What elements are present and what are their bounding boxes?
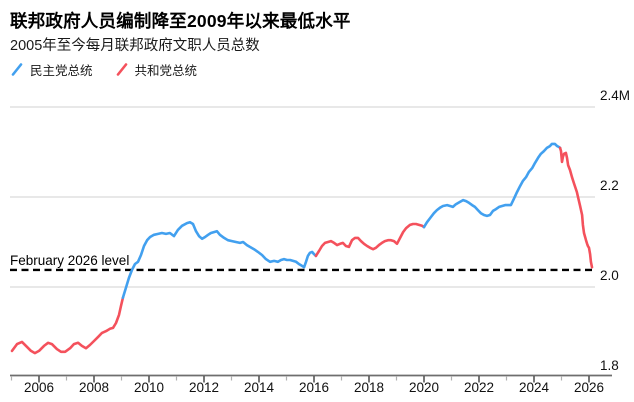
legend: 民主党总统 共和党总统 bbox=[10, 60, 197, 79]
x-tick-label-2020: 2020 bbox=[409, 380, 439, 395]
x-tick-label-2012: 2012 bbox=[189, 380, 219, 395]
chart-subtitle: 2005年至今每月联邦政府文职人员总数 bbox=[10, 38, 260, 54]
annotation-label: February 2026 level bbox=[10, 253, 129, 268]
series-segment-1-democrat bbox=[121, 220, 318, 300]
x-tick-label-2014: 2014 bbox=[244, 380, 275, 395]
x-tick-label-2010: 2010 bbox=[134, 380, 164, 395]
page-title: 联邦政府人员编制降至2009年以来最低水平 bbox=[10, 11, 351, 31]
x-tick-label-2026: 2026 bbox=[574, 380, 604, 395]
legend-label-republican: 共和党总统 bbox=[134, 64, 198, 78]
y-axis-label-2.0: 2.0 bbox=[600, 268, 619, 283]
series-segment-0-republican bbox=[10, 296, 125, 355]
x-tick-label-2018: 2018 bbox=[354, 380, 384, 395]
y-axis-label-2.2: 2.2 bbox=[600, 178, 619, 193]
y-axis-label-1.8: 1.8 bbox=[600, 358, 619, 373]
series-segment-2-republican bbox=[314, 222, 426, 258]
x-tick-label-2008: 2008 bbox=[79, 380, 109, 395]
republican-slash-icon bbox=[116, 63, 127, 76]
x-tick-label-2006: 2006 bbox=[24, 380, 54, 395]
x-tick-label-2024: 2024 bbox=[519, 380, 550, 395]
legend-item-republican: 共和党总统 bbox=[115, 60, 198, 79]
legend-label-democrat: 民主党总统 bbox=[30, 64, 93, 78]
x-tick-label-2022: 2022 bbox=[464, 380, 494, 395]
series-segment-3-democrat bbox=[422, 142, 562, 229]
y-axis-label-2.4M: 2.4M bbox=[600, 88, 630, 103]
series-segment-4-republican bbox=[558, 146, 594, 269]
legend-item-democrat: 民主党总统 bbox=[10, 60, 93, 79]
democrat-slash-icon bbox=[11, 63, 23, 76]
x-tick-label-2016: 2016 bbox=[299, 380, 329, 395]
